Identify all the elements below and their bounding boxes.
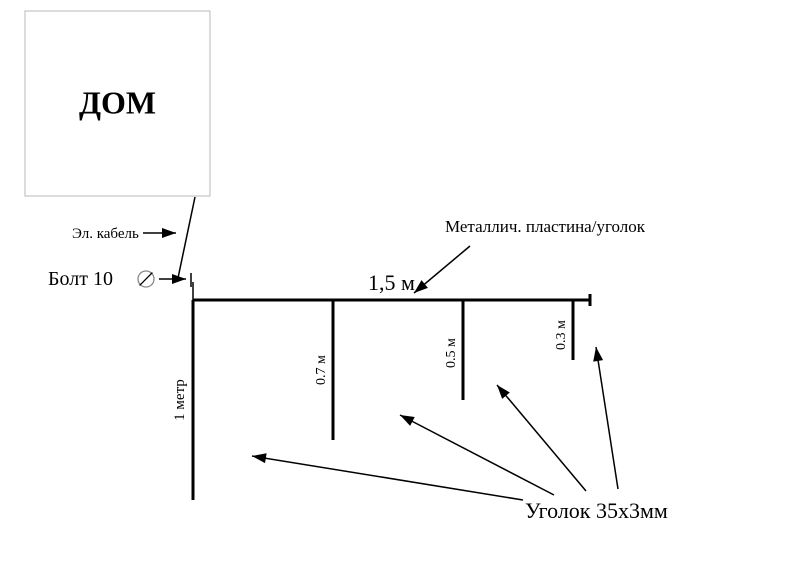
corner-label: Уголок 35х3мм (525, 498, 668, 523)
cable-label: Эл. кабель (72, 226, 139, 242)
bolt-label: Болт 10 (48, 268, 113, 290)
plate-label: Металлич. пластина/уголок (445, 217, 646, 236)
electrode-label-2: 0.5 м (444, 338, 459, 368)
house-label: ДОМ (79, 85, 156, 121)
electrode-label-1: 0.7 м (314, 355, 329, 385)
electrode-label-3: 0.3 м (554, 320, 569, 350)
hbar-label: 1,5 м (368, 270, 415, 295)
electrode-label-0: 1 метр (172, 379, 188, 421)
